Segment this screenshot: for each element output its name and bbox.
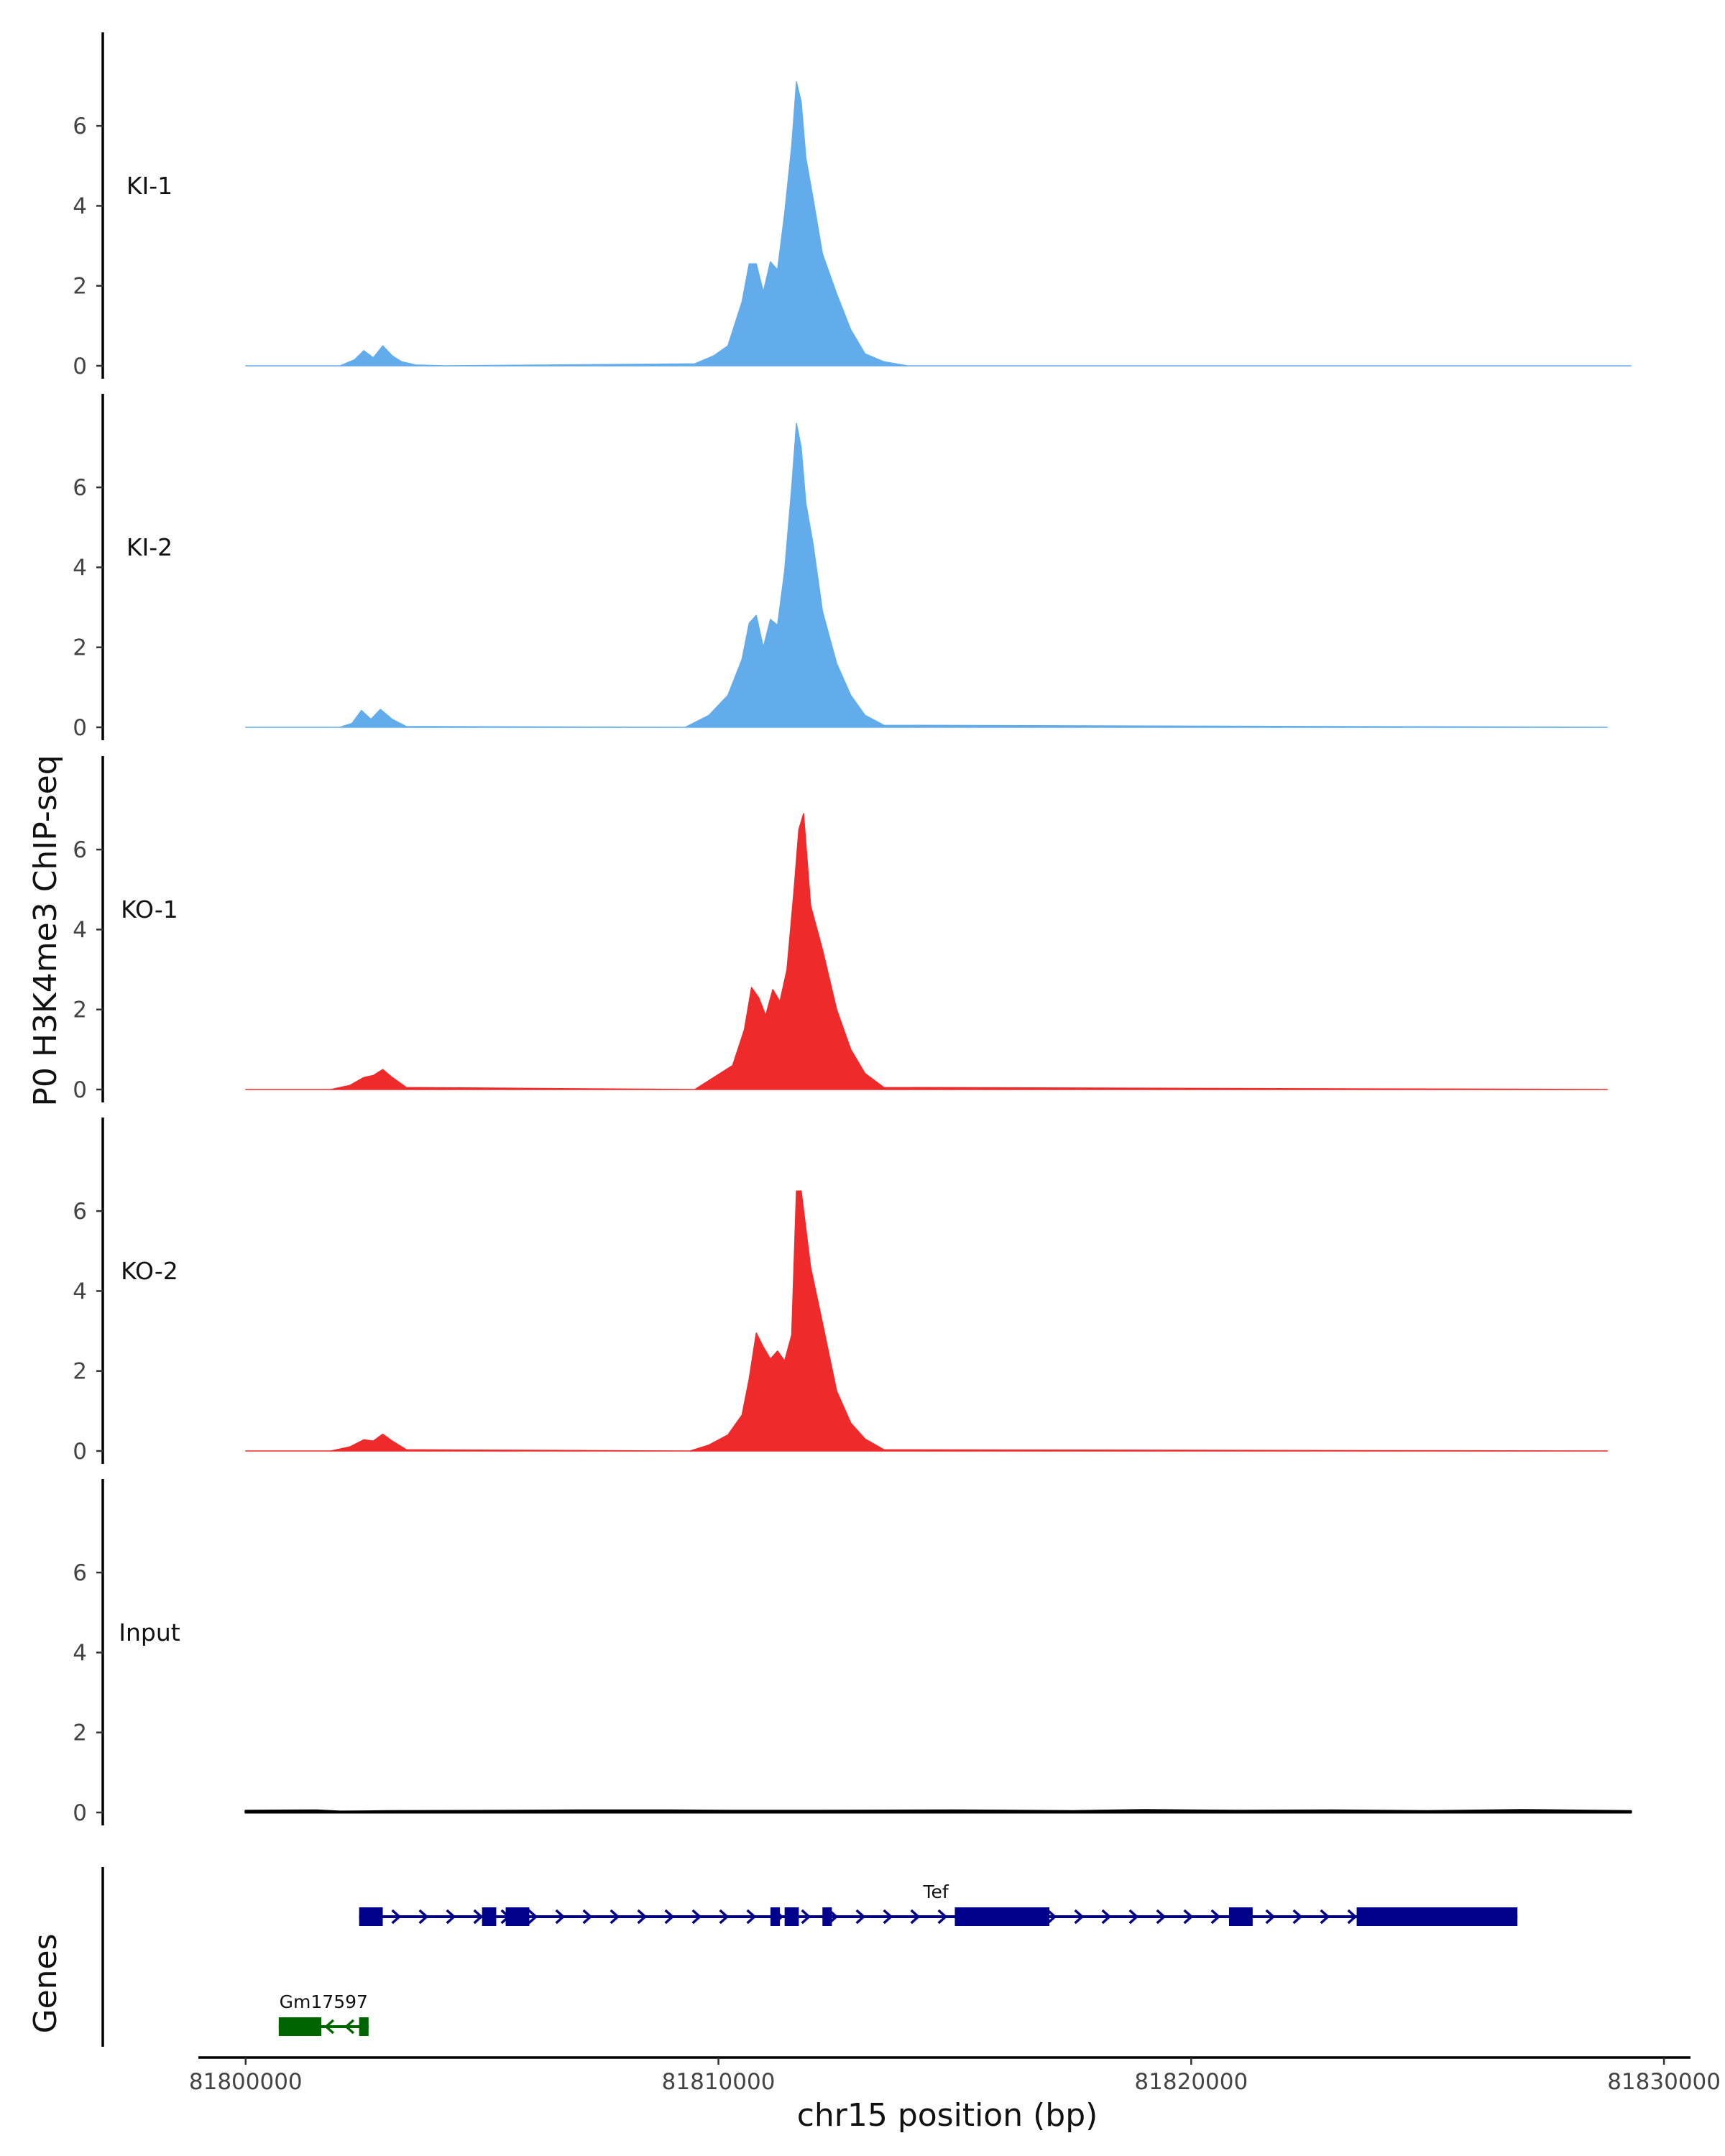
strand-arrow <box>1183 1909 1194 1925</box>
strand-arrow <box>937 1909 948 1925</box>
genes-track-title: Genes <box>27 1933 64 2033</box>
exon-block <box>359 2017 369 2036</box>
strand-arrow <box>637 1909 648 1925</box>
x-tick-label: 81830000 <box>1607 2069 1721 2095</box>
y-tick-label: 2 <box>73 274 87 300</box>
strand-arrow <box>418 1909 429 1925</box>
strand-arrow <box>883 1909 893 1925</box>
exon-block <box>770 1907 781 1926</box>
gene-label: Gm17597 <box>280 1991 368 2012</box>
gene-models: Tef Gm17597 <box>101 1867 1518 2047</box>
y-tick-label: 6 <box>73 475 87 501</box>
signal-area <box>244 1809 1632 1814</box>
signal-area <box>245 423 1608 728</box>
exon-block <box>784 1907 799 1926</box>
y-tick-label: 0 <box>73 1800 87 1826</box>
gene-label: Tef <box>923 1881 949 1902</box>
strand-arrow <box>555 1909 566 1925</box>
strand-arrow <box>610 1909 620 1925</box>
gene-tef: Tef <box>359 1881 1518 1926</box>
track-input: 0 2 4 6 Input <box>73 1479 1632 1826</box>
signal-area <box>245 81 1632 367</box>
exon-block <box>505 1907 530 1926</box>
track-ko-2: 0 2 4 6 KO-2 <box>73 1118 1608 1465</box>
exon-block <box>954 1907 1049 1926</box>
x-axis: 81800000 81810000 81820000 81830000 <box>189 2056 1721 2095</box>
y-tick-label: 0 <box>73 354 87 379</box>
strand-arrow <box>1320 1909 1330 1925</box>
strand-arrow <box>1046 1909 1057 1925</box>
gene-gm17597: Gm17597 <box>278 1991 369 2036</box>
track-label: KO-1 <box>121 895 178 923</box>
strand-arrow <box>691 1909 702 1925</box>
y-tick-label: 2 <box>73 635 87 661</box>
track-ki-1: 0 2 4 6 KI-1 <box>73 32 1632 379</box>
strand-arrow <box>1265 1909 1276 1925</box>
exon-block <box>1356 1907 1518 1926</box>
y-tick-label: 6 <box>73 114 87 139</box>
exon-block <box>822 1907 832 1926</box>
y-tick-label: 6 <box>73 1560 87 1586</box>
signal-tracks: 0 2 4 6 KI-1 0 2 4 6 KI-2 0 2 4 6 KO-1 0 2 4 6 KO-2 0 2 4 6 Inpu… <box>73 32 1632 1826</box>
strand-arrow <box>1156 1909 1167 1925</box>
x-tick-label: 81810000 <box>662 2069 776 2095</box>
x-tick-label: 81820000 <box>1134 2069 1248 2095</box>
strand-arrow <box>473 1909 484 1925</box>
track-ki-2: 0 2 4 6 KI-2 <box>73 394 1608 741</box>
strand-arrow <box>344 2019 354 2035</box>
track-label: Input <box>119 1618 180 1646</box>
y-tick-label: 4 <box>73 555 87 581</box>
strand-arrow <box>719 1909 730 1925</box>
track-label: KO-2 <box>121 1257 178 1285</box>
strand-arrow <box>1347 1909 1358 1925</box>
exon-block <box>482 1907 497 1926</box>
y-tick-label: 2 <box>73 998 87 1023</box>
strand-arrow <box>1128 1909 1139 1925</box>
y-tick-label: 0 <box>73 1077 87 1103</box>
strand-arrow <box>801 1909 811 1925</box>
strand-arrow <box>582 1909 593 1925</box>
strand-arrow <box>746 1909 757 1925</box>
strand-arrow <box>528 1909 538 1925</box>
strand-arrow <box>910 1909 921 1925</box>
track-label: KI-2 <box>126 533 172 561</box>
y-tick-label: 0 <box>73 1439 87 1465</box>
y-tick-label: 2 <box>73 1359 87 1385</box>
y-tick-label: 4 <box>73 1279 87 1304</box>
strand-arrow <box>446 1909 456 1925</box>
y-tick-label: 4 <box>73 1640 87 1666</box>
strand-arrow <box>324 2019 334 2035</box>
strand-arrow <box>855 1909 866 1925</box>
strand-arrow <box>391 1909 402 1925</box>
track-label: KI-1 <box>126 172 172 200</box>
y-tick-label: 6 <box>73 1199 87 1225</box>
y-tick-label: 4 <box>73 917 87 943</box>
strand-arrow <box>1210 1909 1221 1925</box>
y-axis-title: P0 H3K4me3 ChIP-seq <box>27 755 64 1106</box>
strand-arrow <box>664 1909 675 1925</box>
exon-block <box>278 2017 322 2036</box>
y-tick-label: 6 <box>73 837 87 863</box>
exon-block <box>1228 1907 1253 1926</box>
x-axis-title: chr15 position (bp) <box>797 2097 1098 2134</box>
y-tick-label: 4 <box>73 193 87 219</box>
y-tick-label: 0 <box>73 715 87 741</box>
strand-arrow <box>1101 1909 1112 1925</box>
strand-arrow <box>1074 1909 1085 1925</box>
exon-block <box>359 1907 383 1926</box>
x-tick-label: 81800000 <box>189 2069 303 2095</box>
signal-area <box>245 813 1608 1090</box>
y-tick-label: 2 <box>73 1720 87 1746</box>
track-ko-1: 0 2 4 6 KO-1 <box>73 756 1608 1103</box>
strand-arrow <box>1292 1909 1303 1925</box>
signal-area <box>245 1190 1608 1452</box>
